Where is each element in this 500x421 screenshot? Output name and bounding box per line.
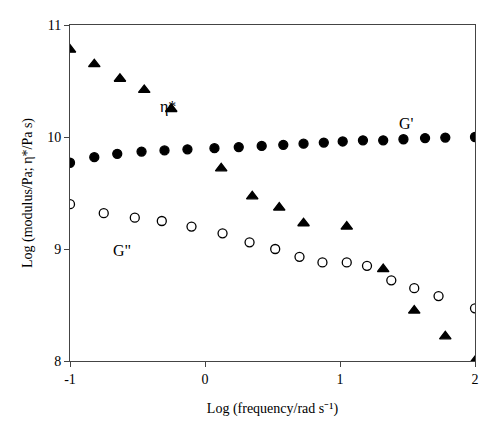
svg-text:11: 11 bbox=[48, 18, 61, 33]
svg-text:G": G" bbox=[113, 242, 131, 259]
svg-text:8: 8 bbox=[54, 354, 61, 369]
svg-text:G': G' bbox=[399, 115, 414, 132]
svg-text:Log (modulus/Pa; η*/Pa s): Log (modulus/Pa; η*/Pa s) bbox=[20, 118, 36, 268]
svg-text:9: 9 bbox=[54, 242, 61, 257]
svg-text:-1: -1 bbox=[64, 372, 76, 387]
svg-text:1: 1 bbox=[337, 372, 344, 387]
svg-text:0: 0 bbox=[202, 372, 209, 387]
svg-text:10: 10 bbox=[47, 130, 61, 145]
svg-text:η*: η* bbox=[160, 98, 176, 116]
svg-text:Log (frequency/rad s⁻¹): Log (frequency/rad s⁻¹) bbox=[207, 401, 339, 417]
svg-text:2: 2 bbox=[472, 372, 479, 387]
